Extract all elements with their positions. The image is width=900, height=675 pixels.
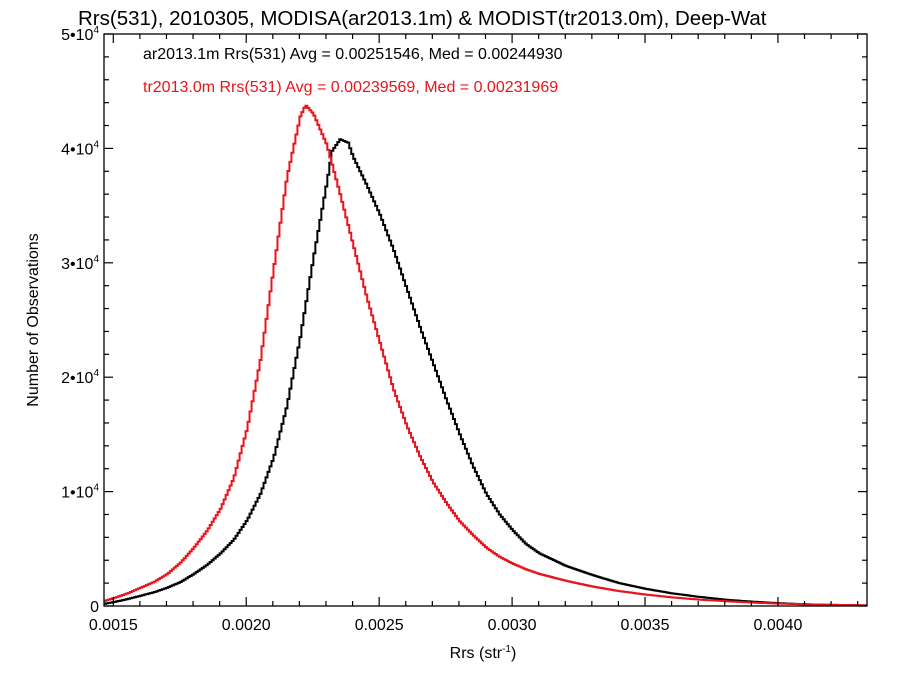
- x-tick-label: 0.0025: [355, 617, 404, 634]
- x-tick-label: 0.0035: [621, 617, 670, 634]
- x-tick-label: 0.0020: [222, 617, 271, 634]
- x-tick-label: 0.0015: [89, 617, 138, 634]
- annotation-ar2013: ar2013.1m Rrs(531) Avg = 0.00251546, Med…: [143, 46, 563, 63]
- series-tr2013-line: [104, 104, 867, 606]
- y-axis: 0 1•104 2•104 3•104 4•104 5•104: [61, 25, 867, 616]
- y-tick-label: 4•104: [61, 139, 99, 158]
- y-tick-label: 1•104: [61, 483, 99, 502]
- y-tick-label: 3•104: [61, 254, 99, 273]
- x-tick-label: 0.0030: [488, 617, 537, 634]
- chart-title: Rrs(531), 2010305, MODISA(ar2013.1m) & M…: [78, 7, 767, 30]
- y-tick-label: 0: [90, 599, 99, 616]
- y-tick-label: 5•104: [61, 25, 99, 44]
- y-axis-title: Number of Observations: [25, 233, 42, 406]
- x-axis: 0.0015 0.0020 0.0025 0.0030 0.0035 0.0040: [89, 34, 859, 634]
- series-ar2013-line: [104, 138, 867, 606]
- plot-area-frame: [103, 33, 868, 607]
- y-tick-label: 2•104: [61, 368, 99, 387]
- x-tick-label: 0.0040: [753, 617, 802, 634]
- annotation-tr2013: tr2013.0m Rrs(531) Avg = 0.00239569, Med…: [143, 79, 558, 96]
- x-axis-title: Rrs (str-1): [450, 644, 517, 662]
